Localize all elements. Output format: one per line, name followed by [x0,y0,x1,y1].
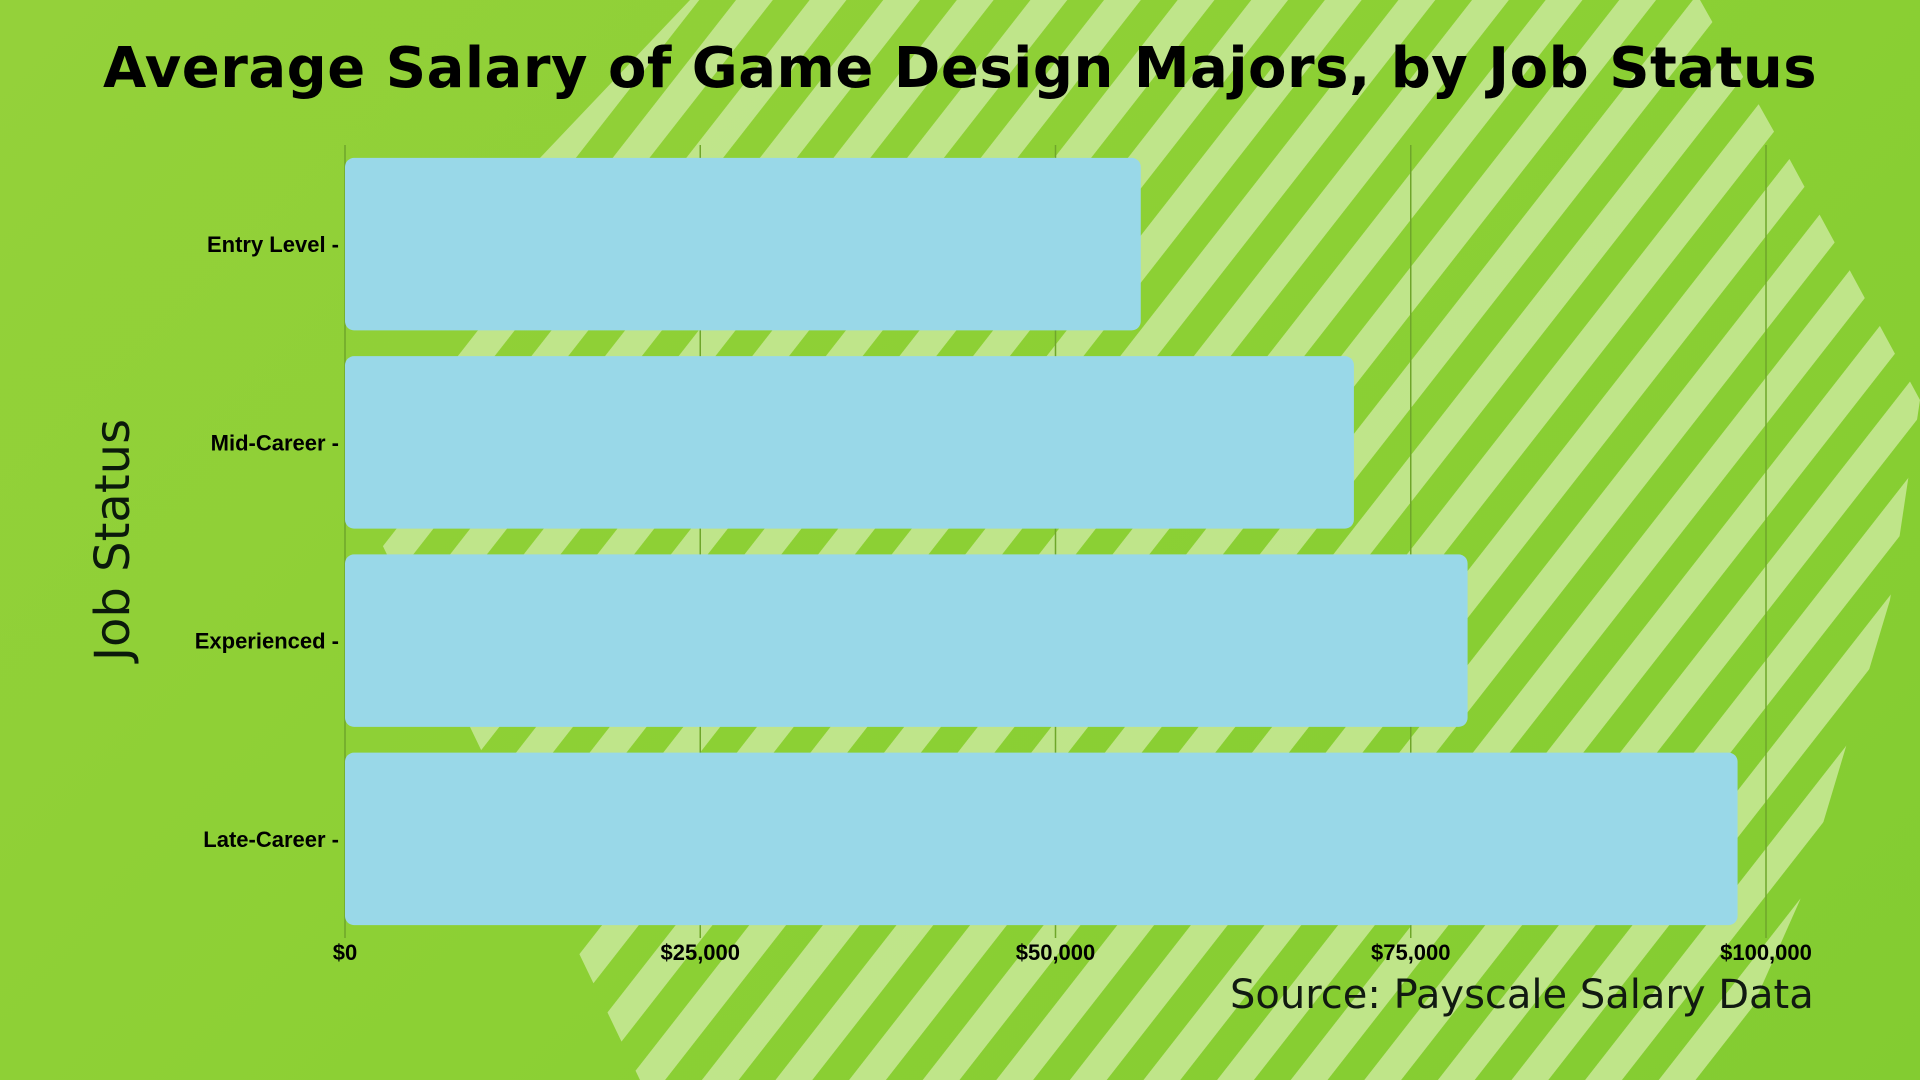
x-tick-label: $25,000 [660,940,740,965]
y-tick-labels: Entry Level - Mid-Career - Experienced - La… [195,232,339,852]
source-annotation: Source: Payscale Salary Data [1230,972,1814,1018]
x-tick-label: $50,000 [1016,940,1096,965]
y-tick-label: Experienced - [195,629,339,654]
y-tick-label: Late-Career - [203,827,339,852]
y-tick-label: Mid-Career - [211,430,339,455]
y-tick-label: Entry Level - [207,232,339,257]
x-tick-labels: $0 $25,000 $50,000 $75,000 $100,000 [333,940,1812,965]
x-tick-label: $0 [333,940,357,965]
bar-experienced [345,554,1468,727]
chart-title: Average Salary of Game Design Majors, by… [102,36,1818,101]
bar-entry-level [345,157,1141,331]
bar-late-career [345,752,1738,926]
x-tick-label: $100,000 [1720,940,1812,965]
x-tick-label: $75,000 [1371,940,1451,965]
bars [345,157,1738,926]
bar-mid-career [345,356,1354,529]
